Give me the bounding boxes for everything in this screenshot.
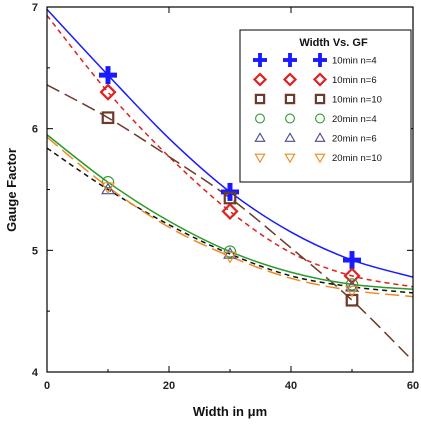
legend-marker-1 (283, 53, 297, 67)
legend-marker-5 (254, 132, 266, 142)
y-tick-label: 7 (32, 2, 38, 14)
legend-label-5: 20min n=6 (332, 134, 377, 145)
legend-marker-4 (255, 113, 265, 124)
data-point-series-2 (221, 202, 239, 220)
data-point-series-6 (101, 182, 115, 195)
legend-label-4: 20min n=4 (332, 114, 377, 125)
legend-marker-3 (314, 93, 326, 105)
legend-marker-6 (314, 153, 326, 164)
data-point-series-3 (345, 293, 359, 307)
legend-marker-1 (313, 53, 327, 67)
legend-label-2: 10min n=6 (332, 75, 377, 86)
data-point-series-2 (99, 83, 117, 101)
y-axis-title: Gauge Factor (4, 148, 19, 232)
legend-label-6: 20min n=10 (332, 153, 382, 164)
legend-marker-3 (254, 93, 266, 105)
y-tick-label: 6 (32, 124, 38, 136)
data-point-series-4 (223, 245, 237, 258)
data-point-series-4 (345, 278, 359, 291)
legend-title: Width Vs. GF (299, 37, 368, 49)
legend-label-3: 10min n=10 (332, 95, 382, 106)
legend-marker-4 (285, 113, 295, 124)
x-tick-label: 0 (44, 380, 50, 392)
x-axis-title: Width in μm (193, 404, 267, 419)
data-point-series-6 (345, 285, 359, 298)
fit-curve-5 (47, 147, 413, 294)
legend-marker-2 (252, 72, 268, 87)
legend-marker-2 (312, 72, 328, 87)
data-point-series-3 (223, 191, 237, 205)
data-point-series-3 (101, 111, 115, 125)
data-point-series-1 (99, 66, 117, 85)
legend-marker-1 (253, 53, 267, 67)
legend-marker-5 (314, 132, 326, 142)
data-point-series-4 (101, 176, 115, 189)
x-tick-label: 20 (163, 380, 175, 392)
legend-marker-2 (282, 72, 298, 87)
data-point-series-1 (343, 251, 361, 270)
legend-box (239, 29, 412, 183)
legend-label-1: 10min n=4 (332, 56, 377, 67)
y-tick-label: 4 (32, 367, 39, 379)
fit-curve-2 (47, 15, 413, 288)
x-tick-label: 60 (407, 380, 419, 392)
legend-marker-3 (284, 93, 296, 105)
legend-marker-6 (284, 153, 296, 164)
data-point-series-2 (343, 267, 361, 285)
legend-marker-5 (284, 132, 296, 142)
y-tick-label: 5 (32, 245, 38, 257)
legend-marker-4 (315, 113, 325, 124)
x-tick-label: 40 (285, 380, 297, 392)
fit-curve-3 (47, 84, 413, 362)
data-point-series-5 (223, 246, 237, 259)
data-point-series-6 (223, 251, 237, 264)
legend-marker-6 (254, 153, 266, 164)
